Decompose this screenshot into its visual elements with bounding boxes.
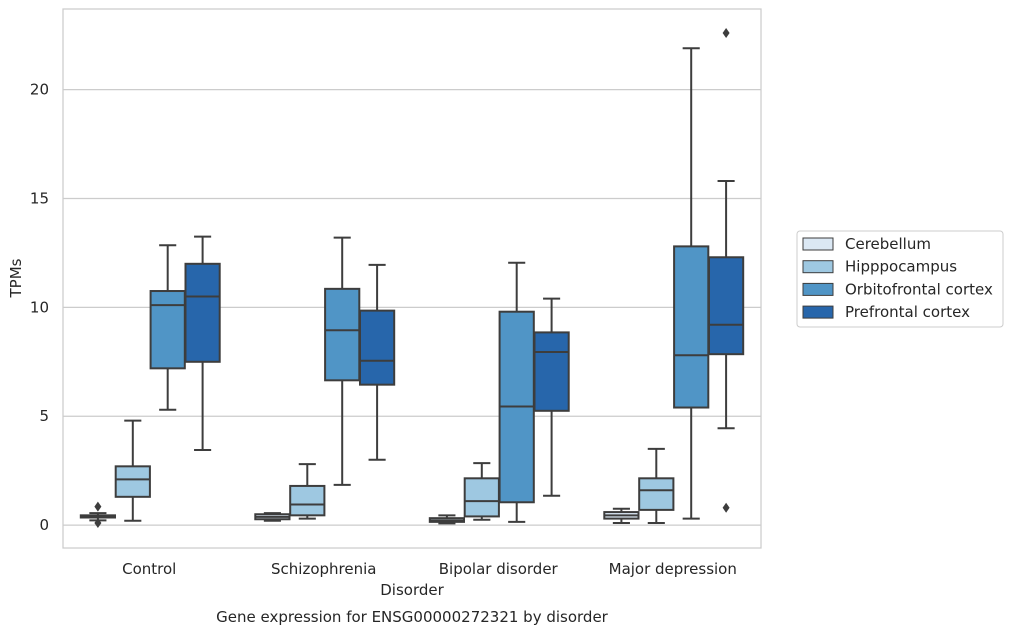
legend-entry: Cerebellum: [845, 235, 931, 253]
box-prefrontal-cortex: [184, 235, 221, 451]
outlier-point: [94, 501, 102, 512]
box-iqr: [707, 256, 745, 356]
legend-entry: Orbitofrontal cortex: [845, 280, 993, 298]
y-tick-label: 10: [30, 298, 49, 316]
box-cerebellum: [603, 507, 640, 524]
outlier-point: [722, 27, 730, 38]
box-iqr: [673, 245, 710, 409]
box-iqr: [149, 290, 186, 370]
outlier-point: [722, 502, 730, 513]
box-hipppocampus: [463, 462, 500, 521]
box-hipppocampus: [289, 463, 326, 520]
legend: Cerebellum Hipppocampus Orbitofrontal cort…: [796, 230, 1004, 328]
box-prefrontal-cortex: [358, 263, 396, 461]
box-orbitofrontal-cortex: [673, 47, 710, 520]
x-axis-label: Disorder: [380, 581, 444, 599]
box-orbitofrontal-cortex: [498, 261, 535, 523]
y-tick-label: 20: [30, 81, 49, 99]
legend-swatch: [802, 305, 834, 319]
x-tick-label: Control: [122, 560, 176, 578]
legend-entry: Prefrontal cortex: [845, 303, 970, 321]
plot-frame: [62, 8, 762, 549]
x-tick-labels: Control Schizophrenia Bipolar disorder Majo…: [122, 560, 737, 578]
box-cerebellum: [79, 501, 117, 528]
y-tick-label: 5: [39, 407, 49, 425]
x-tick-label: Schizophrenia: [271, 560, 376, 578]
box-cerebellum: [254, 512, 291, 522]
box-prefrontal-cortex: [533, 297, 570, 497]
box-hipppocampus: [114, 419, 151, 522]
y-tick-label: 15: [30, 189, 49, 207]
box-orbitofrontal-cortex: [324, 236, 361, 486]
box-iqr: [533, 331, 570, 412]
x-tick-label: Bipolar disorder: [439, 560, 559, 578]
y-axis-label: TPMs: [7, 258, 25, 298]
legend-frame: [796, 230, 1004, 328]
box-iqr: [463, 477, 500, 518]
box-iqr: [638, 477, 675, 511]
box-iqr: [358, 309, 396, 386]
box-cerebellum: [428, 514, 466, 525]
boxes: [79, 27, 745, 528]
chart-caption: Gene expression for ENSG00000272321 by d…: [216, 608, 609, 626]
x-tick-label: Major depression: [609, 560, 737, 578]
y-tick-label: 0: [39, 516, 49, 534]
box-iqr: [324, 287, 361, 382]
box-hipppocampus: [638, 447, 675, 524]
box-prefrontal-cortex: [707, 27, 745, 513]
legend-swatch: [802, 282, 834, 296]
legend-entry: Hipppocampus: [845, 258, 957, 276]
outlier-point: [94, 517, 102, 528]
box-orbitofrontal-cortex: [149, 244, 186, 411]
legend-swatch: [802, 260, 834, 274]
legend-swatch: [802, 237, 834, 251]
box-iqr: [289, 484, 326, 517]
box-iqr: [114, 465, 151, 498]
box-iqr: [184, 262, 221, 363]
y-tick-labels: 0 5 10 15 20: [30, 81, 49, 535]
